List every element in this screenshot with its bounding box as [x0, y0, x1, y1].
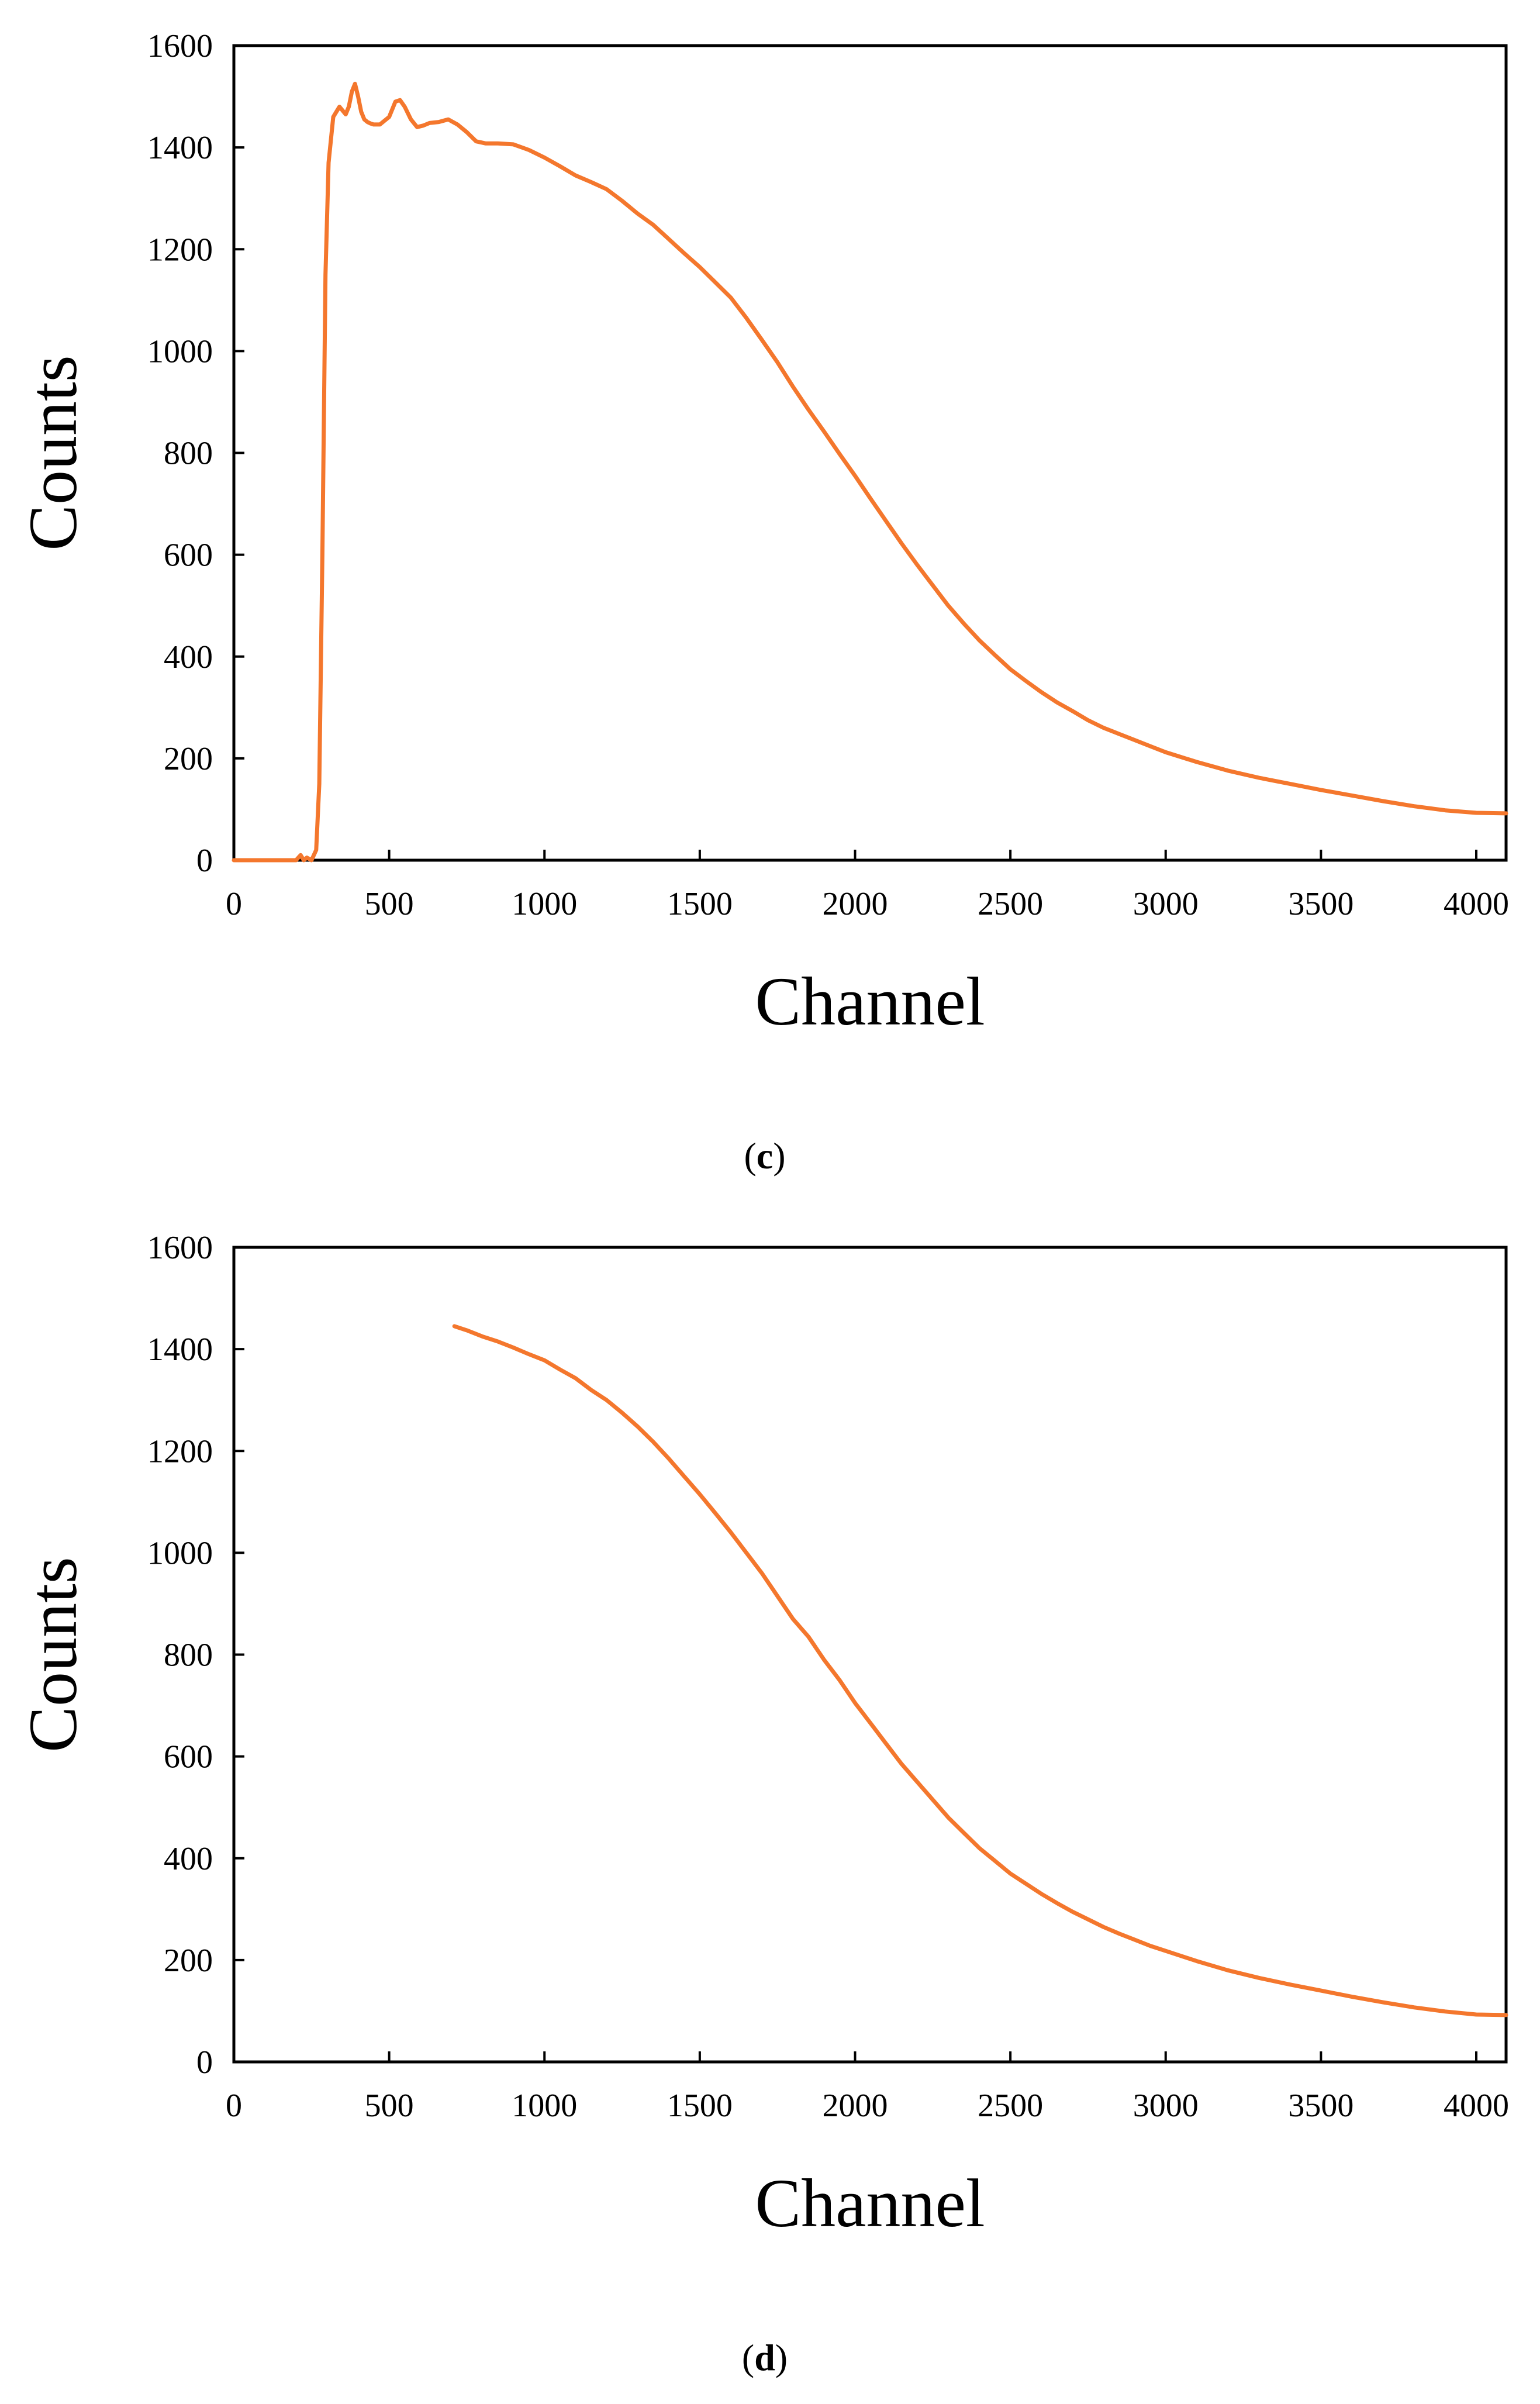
y-tick-label: 600 [164, 1739, 213, 1775]
x-tick-label: 1000 [512, 886, 577, 922]
series-line-spectrum [452, 1324, 1508, 2017]
plot-frame [232, 1246, 1508, 2064]
x-tick-label: 1500 [667, 886, 733, 922]
x-tick-label: 1000 [512, 2088, 577, 2124]
x-tick-label: 3500 [1288, 886, 1353, 922]
y-axis-title: Counts [15, 1557, 91, 1752]
y-tick-label: 1400 [147, 1332, 213, 1368]
panel-label-close-paren: ) [775, 2337, 788, 2378]
x-tick-label: 2500 [978, 886, 1043, 922]
chart-panel-d: 0 200 400 600 800 1000 1200 1400 1600 0 500 1000 150… [15, 1230, 1509, 2378]
panel-label-letter: d [754, 2337, 775, 2378]
x-tick-label: 0 [226, 2088, 242, 2124]
x-tick-label: 1500 [667, 2088, 733, 2124]
panel-label-open-paren: ( [742, 2337, 754, 2378]
x-tick-label: 3000 [1133, 2088, 1199, 2124]
x-tick-label: 500 [365, 886, 414, 922]
plot-frame [232, 44, 1508, 862]
y-tick-label: 1200 [147, 232, 213, 268]
x-tick-label: 500 [365, 2088, 414, 2124]
panel-label-close-paren: ) [773, 1135, 785, 1177]
y-tick-label: 1200 [147, 1433, 213, 1470]
panel-label: (d) [742, 2337, 788, 2378]
x-tick-label: 4000 [1444, 2088, 1509, 2124]
x-axis-title: Channel [755, 2165, 985, 2241]
y-tick-label: 0 [196, 843, 213, 879]
y-tick-label: 400 [164, 1841, 213, 1877]
y-tick-label: 800 [164, 1637, 213, 1674]
x-tick-label: 3500 [1288, 2088, 1353, 2124]
panel-label-open-paren: ( [744, 1135, 756, 1177]
y-tick-label: 800 [164, 436, 213, 472]
y-tick-label: 1000 [147, 1535, 213, 1571]
y-tick-label: 1600 [147, 28, 213, 64]
x-tick-label: 2500 [978, 2088, 1043, 2124]
panel-label-letter: c [757, 1135, 773, 1177]
y-tick-label: 600 [164, 537, 213, 574]
y-tick-label: 1600 [147, 1230, 213, 1266]
x-tick-label: 2000 [823, 2088, 888, 2124]
x-tick-label: 2000 [823, 886, 888, 922]
x-tick-label: 3000 [1133, 886, 1199, 922]
y-tick-label: 200 [164, 1943, 213, 1979]
x-tick-label: 0 [226, 886, 242, 922]
series-line-spectrum [232, 81, 1508, 863]
y-tick-label: 1400 [147, 130, 213, 166]
y-tick-label: 1000 [147, 333, 213, 370]
y-tick-label: 200 [164, 741, 213, 777]
chart-panel-c: 0 200 400 600 800 1000 1200 1400 1600 0 500 1000 150… [15, 28, 1509, 1177]
panel-label: (c) [744, 1135, 785, 1177]
x-tick-label: 4000 [1444, 886, 1509, 922]
y-tick-label: 0 [196, 2044, 213, 2081]
x-axis-title: Channel [755, 963, 985, 1040]
y-axis-title: Counts [15, 355, 91, 550]
y-tick-label: 400 [164, 639, 213, 675]
